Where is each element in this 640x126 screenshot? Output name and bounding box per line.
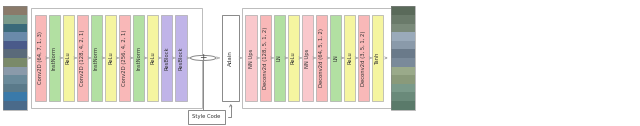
- Text: +: +: [200, 53, 207, 62]
- Text: ReLu: ReLu: [347, 52, 352, 64]
- Text: ResBlock: ResBlock: [164, 46, 170, 70]
- Text: ResBlock: ResBlock: [179, 46, 184, 70]
- Bar: [133, 15, 145, 101]
- Bar: [330, 15, 341, 101]
- Bar: [3, 92, 27, 101]
- Bar: [391, 58, 415, 67]
- Bar: [175, 15, 187, 101]
- Text: Adain: Adain: [228, 50, 233, 66]
- Bar: [391, 92, 415, 101]
- Bar: [391, 49, 415, 58]
- Bar: [391, 84, 415, 92]
- Text: ReLu: ReLu: [150, 52, 156, 64]
- Bar: [391, 101, 415, 110]
- Text: Deconv2d (3, 5, 1, 2): Deconv2d (3, 5, 1, 2): [361, 30, 366, 86]
- Text: Conv2D (128, 4, 2, 1): Conv2D (128, 4, 2, 1): [80, 30, 85, 86]
- Bar: [391, 6, 415, 15]
- Bar: [246, 15, 257, 101]
- Bar: [316, 15, 327, 101]
- Bar: [391, 6, 415, 110]
- Bar: [77, 15, 88, 101]
- Text: Tanh: Tanh: [375, 52, 380, 64]
- Bar: [3, 67, 27, 75]
- Bar: [119, 15, 131, 101]
- Bar: [372, 15, 383, 101]
- Bar: [302, 15, 313, 101]
- Text: NN Ups: NN Ups: [305, 48, 310, 68]
- Bar: [3, 101, 27, 110]
- Text: Style Code: Style Code: [192, 114, 221, 119]
- Bar: [3, 15, 27, 24]
- Text: Conv2D (64, 7, 1, 3): Conv2D (64, 7, 1, 3): [38, 32, 43, 84]
- Bar: [3, 6, 27, 110]
- Bar: [3, 41, 27, 49]
- Bar: [63, 15, 74, 101]
- Bar: [242, 8, 399, 108]
- Bar: [3, 49, 27, 58]
- Bar: [358, 15, 369, 101]
- Bar: [161, 15, 173, 101]
- Bar: [274, 15, 285, 101]
- Text: Deconv2d (128, 5, 1, 2): Deconv2d (128, 5, 1, 2): [262, 27, 268, 89]
- Bar: [391, 75, 415, 84]
- Text: InstNorm: InstNorm: [94, 46, 99, 70]
- Bar: [391, 15, 415, 24]
- Bar: [391, 41, 415, 49]
- Bar: [3, 32, 27, 41]
- Bar: [391, 32, 415, 41]
- Text: InstNorm: InstNorm: [52, 46, 57, 70]
- Bar: [31, 8, 202, 108]
- Circle shape: [191, 55, 216, 60]
- Text: ReLu: ReLu: [108, 52, 113, 64]
- Bar: [260, 15, 271, 101]
- Bar: [391, 24, 415, 32]
- Bar: [391, 67, 415, 75]
- Bar: [223, 15, 239, 101]
- Bar: [35, 15, 46, 101]
- Bar: [3, 84, 27, 92]
- Text: LN: LN: [276, 55, 282, 61]
- Text: ReLu: ReLu: [66, 52, 71, 64]
- Text: InstNorm: InstNorm: [136, 46, 141, 70]
- Text: Conv2D (256, 4, 2, 1): Conv2D (256, 4, 2, 1): [122, 30, 127, 86]
- Bar: [3, 58, 27, 67]
- Bar: [288, 15, 299, 101]
- Bar: [3, 24, 27, 32]
- Bar: [188, 110, 225, 124]
- Bar: [147, 15, 159, 101]
- Bar: [3, 75, 27, 84]
- Bar: [91, 15, 102, 101]
- Text: LN: LN: [333, 55, 338, 61]
- Text: NN Ups: NN Ups: [248, 48, 253, 68]
- Text: ReLu: ReLu: [291, 52, 296, 64]
- Bar: [344, 15, 355, 101]
- Text: Deconv2d (64, 5, 1, 2): Deconv2d (64, 5, 1, 2): [319, 28, 324, 87]
- Bar: [3, 6, 27, 15]
- Bar: [105, 15, 116, 101]
- Bar: [49, 15, 60, 101]
